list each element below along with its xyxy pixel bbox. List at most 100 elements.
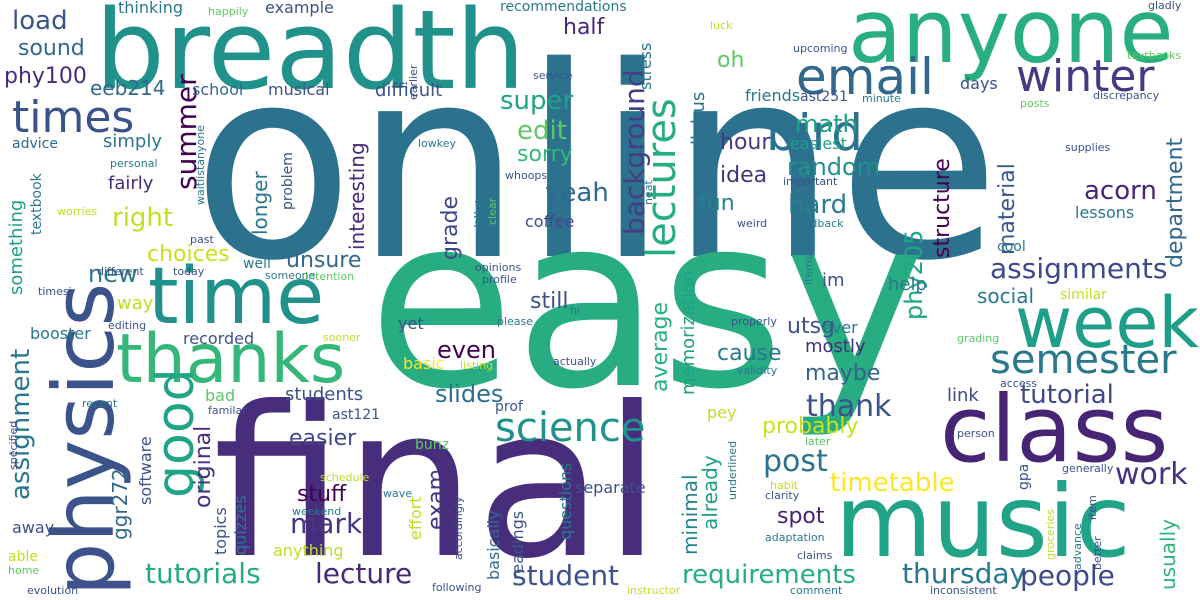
word-today: today (173, 265, 205, 278)
word-sooner: sooner (323, 331, 361, 344)
word-class: class (940, 376, 1169, 483)
word-lecture: lecture (315, 557, 413, 590)
word-whoops: whoops (505, 169, 548, 182)
word-habit: habit (770, 479, 799, 492)
word-weekend: weekend (292, 505, 342, 518)
word-neat: neat (642, 180, 655, 205)
word-access: access (1000, 377, 1038, 390)
word-specified: specified (7, 420, 20, 470)
word-slides: slides (435, 380, 504, 408)
word-supplies: supplies (1065, 141, 1111, 154)
word-anything: anything (273, 541, 344, 560)
word-quizzes: quizzes (231, 495, 250, 555)
word-instructor: instructor (627, 584, 681, 597)
word-right: right (112, 203, 174, 233)
word-groceries: groceries (1044, 509, 1057, 560)
word-breadth: breadth (95, 0, 526, 114)
word-away: away (12, 518, 55, 537)
word-posts: posts (1020, 97, 1050, 110)
word-able: able (8, 549, 38, 565)
word-separate: separate (575, 478, 646, 497)
word-week: week (1015, 282, 1199, 364)
word-thanks: thanks (116, 320, 346, 399)
word-idea: idea (720, 163, 768, 188)
word-intention: intention (305, 270, 355, 283)
word-please: please (497, 315, 534, 328)
word-cause: cause (717, 341, 782, 366)
word-better: better (1091, 536, 1104, 570)
word-similar: similar (1060, 287, 1107, 303)
word-accordingly: accordingly (452, 496, 465, 560)
word-semester: semester (990, 337, 1177, 383)
word-gpa: gpa (1016, 463, 1032, 490)
word-link: link (947, 385, 979, 406)
word-clarity: clarity (765, 489, 800, 502)
word-simply: simply (103, 131, 162, 152)
word-original: original (191, 425, 216, 508)
word-memorization: memorization (678, 270, 699, 395)
word-clear: clear (486, 197, 499, 225)
word-wave: wave (383, 487, 413, 500)
word-acorn: acorn (1084, 176, 1157, 206)
word-help: help (888, 274, 927, 295)
word-easiest: easiest (790, 134, 847, 153)
word-department: department (1163, 137, 1188, 268)
word-online: online (192, 11, 1001, 319)
word-something: something (6, 199, 27, 295)
word-advance: advance (1071, 523, 1084, 570)
word-requirements: requirements (682, 560, 856, 590)
word-thank: thank (806, 389, 892, 424)
word-ever: ever (822, 318, 858, 337)
word-easier: easier (289, 426, 357, 451)
word-science: science (495, 405, 646, 451)
word-math: math (795, 110, 858, 138)
word-already: already (698, 455, 722, 530)
word-choices: choices (147, 242, 230, 267)
word-minute: minute (862, 92, 901, 105)
word-stress: stress (636, 42, 655, 90)
word-unsure: unsure (286, 248, 362, 273)
word-following: following (432, 581, 482, 594)
word-familar: familar (208, 404, 247, 417)
word-questions: questions (556, 462, 575, 540)
word-winter: winter (1016, 51, 1155, 102)
word-yet: yet (398, 314, 424, 333)
word-yeah: yeah (545, 178, 609, 208)
word-times: times (12, 92, 135, 143)
word-edit: edit (517, 116, 567, 146)
word-fairly: fairly (108, 173, 154, 194)
word-music: music (835, 463, 1131, 580)
word-earlier: earlier (407, 64, 420, 100)
word-assignments: assignments (990, 252, 1168, 285)
word-editing: editing (108, 319, 147, 332)
word-thinking: thinking (118, 0, 184, 17)
word-waitlistanyone: waitlistanyone (194, 125, 207, 205)
word-structure: structure (930, 158, 955, 258)
word-email: email (796, 48, 934, 106)
word-properly: properly (731, 315, 777, 328)
word-hi: hi (570, 304, 581, 317)
word-topics: topics (211, 507, 230, 555)
word-home: home (8, 564, 40, 577)
word-background: background (618, 69, 651, 235)
word-claims: claims (797, 549, 833, 562)
word-hour: hour (720, 130, 771, 155)
word-recent: recent (82, 397, 118, 410)
word-stuff: stuff (297, 482, 347, 507)
word-gladly: gladly (1148, 0, 1182, 12)
word-personal: personal (110, 157, 158, 170)
word-opinions: opinions (475, 261, 522, 274)
word-underlined: underlined (726, 440, 739, 500)
word-someone: someone (265, 269, 316, 282)
word-bunz: bunz (415, 437, 449, 453)
word-pey: pey (707, 403, 737, 422)
word-work: work (1115, 457, 1188, 492)
word-booster: booster (30, 324, 91, 343)
word-average: average (648, 301, 673, 392)
word-listing: listing (460, 359, 494, 372)
word-still: still (530, 289, 569, 314)
word-friends: friends (745, 86, 801, 105)
word-software: software (136, 436, 155, 505)
word-musical: musical (268, 80, 330, 99)
word-weird: weird (737, 217, 768, 230)
